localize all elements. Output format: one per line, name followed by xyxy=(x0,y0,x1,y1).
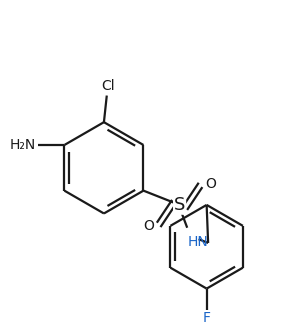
Text: O: O xyxy=(143,219,154,233)
Text: HN: HN xyxy=(187,235,208,250)
Text: H₂N: H₂N xyxy=(10,138,36,152)
Text: F: F xyxy=(203,311,211,325)
Text: Cl: Cl xyxy=(101,79,115,93)
Text: S: S xyxy=(174,196,185,214)
Text: O: O xyxy=(205,177,216,191)
